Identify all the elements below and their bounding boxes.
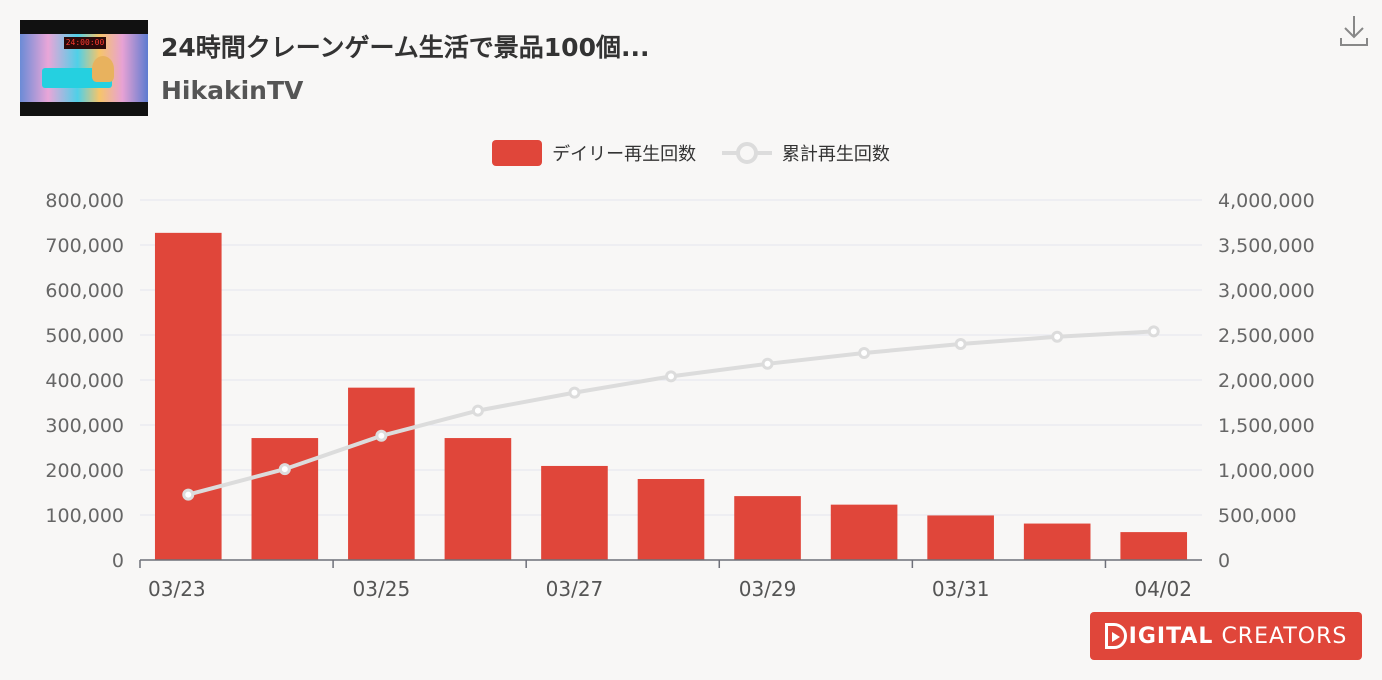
legend-daily-label: デイリー再生回数 bbox=[552, 144, 697, 165]
daily-bars bbox=[154, 232, 1188, 560]
logo-d-mark bbox=[1104, 623, 1127, 649]
cumulative-point bbox=[1147, 325, 1160, 338]
daily-bar bbox=[830, 504, 898, 560]
daily-bar bbox=[541, 465, 608, 560]
y-left-tick-label: 200,000 bbox=[45, 460, 124, 482]
y-left-tick-label: 0 bbox=[112, 550, 124, 572]
x-tick-label: 03/23 bbox=[148, 577, 206, 601]
y-right-tick-label: 4,000,000 bbox=[1218, 190, 1315, 212]
daily-bar bbox=[637, 479, 705, 560]
logo-digital-text: IGITAL bbox=[1128, 623, 1214, 649]
download-icon[interactable] bbox=[1338, 14, 1370, 48]
x-tick-label: 03/31 bbox=[932, 577, 990, 601]
chart-grid bbox=[140, 199, 1202, 516]
y-right-tick-label: 0 bbox=[1218, 550, 1230, 572]
x-tick-label: 03/27 bbox=[546, 577, 604, 601]
cumulative-point bbox=[665, 370, 677, 383]
y-left-tick-label: 700,000 bbox=[45, 235, 124, 257]
legend-item-cumulative[interactable]: 累計再生回数 bbox=[721, 140, 890, 166]
legend-bar-swatch bbox=[492, 140, 543, 166]
y-right-tick-label: 1,000,000 bbox=[1218, 460, 1315, 482]
cumulative-line bbox=[182, 325, 1160, 501]
y-right-tick-label: 500,000 bbox=[1218, 505, 1297, 527]
cumulative-point bbox=[375, 429, 388, 442]
y-left-tick-label: 800,000 bbox=[45, 190, 124, 212]
cumulative-point bbox=[182, 488, 195, 501]
cumulative-point bbox=[1051, 330, 1064, 343]
video-thumbnail: 24:00:00 bbox=[20, 20, 148, 116]
legend-item-daily[interactable]: デイリー再生回数 bbox=[492, 140, 696, 166]
daily-bar bbox=[927, 515, 994, 560]
y-left-tick-label: 100,000 bbox=[45, 505, 124, 527]
thumbnail-clock: 24:00:00 bbox=[64, 37, 106, 49]
cumulative-point bbox=[471, 404, 484, 417]
cumulative-point bbox=[954, 338, 967, 350]
cumulative-point bbox=[858, 347, 871, 359]
daily-bar bbox=[251, 438, 319, 560]
y-right-tick-label: 2,500,000 bbox=[1218, 325, 1315, 347]
video-title: 24時間クレーンゲーム生活で景品100個... bbox=[161, 33, 650, 62]
y-left-tick-label: 500,000 bbox=[45, 325, 124, 347]
daily-bar bbox=[348, 387, 415, 560]
logo-creators-text: CREATORS bbox=[1221, 623, 1348, 649]
daily-bar bbox=[1023, 523, 1091, 560]
y-left-tick-label: 400,000 bbox=[45, 370, 124, 392]
cumulative-point bbox=[761, 357, 774, 370]
cumulative-point bbox=[568, 386, 581, 399]
chart-axes: 0 100,000 200,000 300,000 400,000 500,000 600,… bbox=[45, 190, 1314, 601]
x-tick-label: 03/29 bbox=[739, 577, 797, 601]
y-right-tick-label: 1,500,000 bbox=[1218, 415, 1315, 437]
daily-bar bbox=[444, 438, 512, 560]
y-left-tick-label: 600,000 bbox=[45, 280, 124, 302]
daily-bar bbox=[154, 232, 222, 560]
digital-creators-logo: IGITAL CREATORS bbox=[1090, 612, 1362, 660]
channel-name: HikakinTV bbox=[161, 76, 304, 105]
x-tick-label: 04/02 bbox=[1134, 577, 1192, 601]
daily-bar bbox=[1120, 532, 1188, 560]
legend-cumulative-label: 累計再生回数 bbox=[781, 144, 890, 165]
y-left-tick-label: 300,000 bbox=[45, 415, 124, 437]
y-right-tick-label: 2,000,000 bbox=[1218, 370, 1315, 392]
x-tick-label: 03/25 bbox=[353, 577, 411, 601]
chart-legend: デイリー再生回数 累計再生回数 bbox=[0, 140, 1382, 171]
y-right-tick-label: 3,500,000 bbox=[1218, 235, 1315, 257]
cumulative-point bbox=[278, 463, 291, 476]
y-right-tick-label: 3,000,000 bbox=[1218, 280, 1315, 302]
thumbnail-person bbox=[92, 56, 114, 82]
daily-bar bbox=[734, 496, 801, 560]
legend-line-swatch bbox=[721, 142, 772, 164]
